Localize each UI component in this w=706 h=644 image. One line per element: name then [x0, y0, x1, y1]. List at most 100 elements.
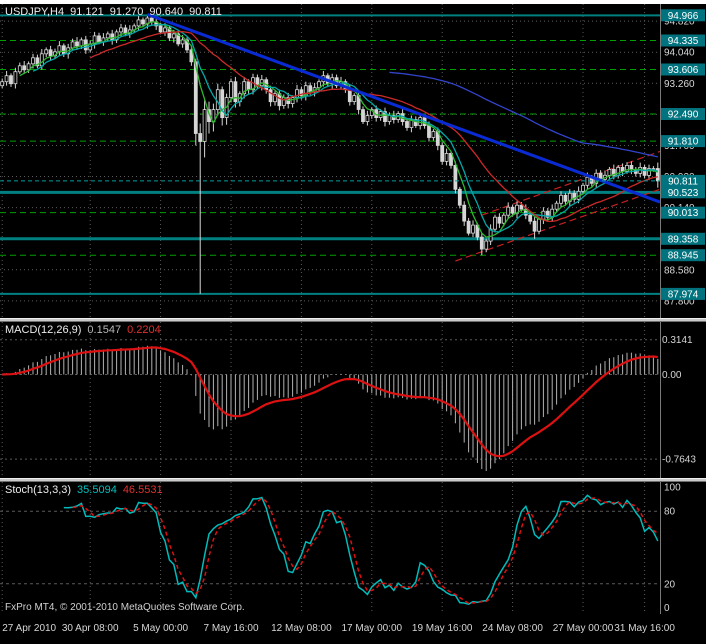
candle-body	[387, 115, 392, 122]
candle-body	[532, 220, 537, 232]
price-axis-tick: 87.800	[664, 296, 695, 307]
candle-body	[528, 214, 533, 222]
candle-body	[449, 152, 453, 166]
price-level-badge-text: 88.945	[668, 251, 699, 262]
candle-body	[119, 27, 123, 33]
stoch-d-line	[72, 497, 659, 605]
price-level-badge-text: 90.523	[668, 188, 699, 199]
candle-body	[171, 33, 176, 39]
price-axis-tick: 94.040	[664, 48, 695, 59]
price-chart-panel[interactable]: 94.82094.04093.26092.48091.70090.92090.1…	[0, 4, 706, 318]
candle-body	[246, 81, 251, 91]
ohlc-high: 91.270	[109, 6, 144, 18]
candle-body	[48, 49, 53, 57]
price-level-badge	[661, 249, 705, 262]
candle-body	[563, 194, 568, 202]
stoch-axis-tick: 100	[664, 483, 681, 494]
macd-indicator-panel[interactable]: 0.3141 0.00 -0.7643 MACD(12,26,9) 0.1547 0.2…	[0, 322, 706, 478]
candle-body	[110, 33, 115, 41]
macd-canvas[interactable]: 0.3141 0.00 -0.7643	[0, 322, 706, 478]
stochastic-indicator-panel[interactable]: 100 80 20 0 Stoch(13,3,3) 35.5094 46.5531 FxP…	[0, 482, 706, 614]
stoch-header: Stoch(13,3,3) 35.5094 46.5531	[5, 484, 169, 496]
stochastic-canvas[interactable]: 100 80 20 0	[0, 482, 706, 614]
candle-body	[44, 49, 49, 55]
price-level-badge	[661, 63, 705, 76]
candle-body	[383, 111, 387, 122]
candle-body	[506, 206, 511, 216]
candle-body	[70, 41, 75, 49]
candle-body	[647, 168, 651, 176]
price-level-badge	[661, 34, 705, 47]
candle-body	[519, 204, 524, 210]
price-axis-tick: 94.820	[664, 17, 695, 28]
candle-body	[457, 188, 462, 206]
candle-body	[158, 25, 163, 33]
candle-body	[13, 71, 18, 85]
price-level-badge	[661, 174, 705, 187]
macd-axis-tick: 0.3141	[662, 335, 693, 346]
candle-body	[347, 89, 352, 103]
candle-body	[35, 57, 40, 67]
moving-average-line	[32, 23, 658, 233]
price-level-badge-text: 90.811	[668, 176, 698, 187]
channel-trendline	[455, 188, 661, 262]
stoch-axis-tick: 20	[664, 579, 676, 590]
candle-body	[655, 168, 660, 182]
candle-body	[493, 216, 497, 230]
candle-body	[61, 45, 66, 55]
time-axis[interactable]: 27 Apr 2010 30 Apr 08:00 5 May 00:00 7 May …	[0, 614, 706, 644]
stoch-label: Stoch(13,3,3)	[5, 484, 72, 496]
candle-body	[273, 93, 277, 103]
candle-body	[9, 75, 13, 85]
candle-body	[510, 206, 515, 214]
panel-separator-stoch[interactable]	[0, 478, 706, 482]
panel-separator-macd[interactable]	[0, 318, 706, 322]
candle-body	[290, 97, 295, 104]
moving-average-line	[19, 21, 659, 238]
candle-body	[537, 218, 541, 232]
candle-body	[440, 145, 445, 162]
price-axis-tick: 88.580	[664, 265, 695, 276]
time-axis-label: 5 May 00:00	[133, 623, 189, 634]
candle-body	[189, 49, 194, 63]
candle-body	[233, 81, 238, 102]
channel-trendline	[481, 150, 661, 216]
stoch-d-value: 46.5531	[122, 484, 163, 496]
time-axis-label: 27 Apr 2010	[2, 623, 57, 634]
chart-header: USDJPY,H4 91.121 91.270 90.640 90.811	[5, 6, 228, 18]
price-level-badge-text: 94.335	[668, 36, 699, 47]
price-axis-tick: 93.260	[664, 79, 695, 90]
candle-body	[361, 109, 365, 122]
candle-body	[97, 35, 101, 43]
candle-body	[180, 39, 185, 45]
candle-body	[611, 168, 616, 176]
price-level-badge	[661, 287, 705, 300]
candle-body	[427, 125, 431, 138]
candle-body	[413, 119, 418, 126]
macd-axis-tick: -0.7643	[662, 455, 696, 466]
time-axis-label: 24 May 08:00	[482, 623, 543, 634]
macd-axis-tick: 0.00	[662, 370, 682, 381]
window-top-strip	[0, 0, 706, 4]
price-level-badge-text: 92.490	[668, 109, 699, 120]
candle-body	[501, 214, 506, 224]
time-axis-label: 27 May 00:00	[552, 623, 614, 634]
price-level-badge	[661, 108, 705, 120]
candle-body	[462, 204, 467, 222]
time-axis-label: 7 May 16:00	[203, 623, 259, 634]
ohlc-close: 90.811	[189, 6, 222, 18]
candle-body	[229, 81, 233, 98]
candle-body	[105, 33, 110, 39]
candle-body	[26, 63, 31, 71]
ohlc-open: 91.121	[70, 6, 104, 18]
candle-body	[625, 164, 629, 172]
candle-body	[193, 61, 198, 134]
symbol-timeframe-label: USDJPY,H4	[5, 6, 65, 18]
macd-label: MACD(12,26,9)	[5, 324, 82, 336]
time-axis-label: 31 May 16:00	[614, 623, 675, 634]
terminal-copyright: FxPro MT4, © 2001-2010 MetaQuotes Softwa…	[5, 602, 245, 613]
candle-body	[352, 95, 357, 102]
time-axis-label: 30 Apr 08:00	[61, 623, 119, 634]
price-chart-canvas[interactable]: 94.82094.04093.26092.48091.70090.92090.1…	[0, 4, 706, 318]
time-axis-label: 12 May 08:00	[271, 623, 332, 634]
